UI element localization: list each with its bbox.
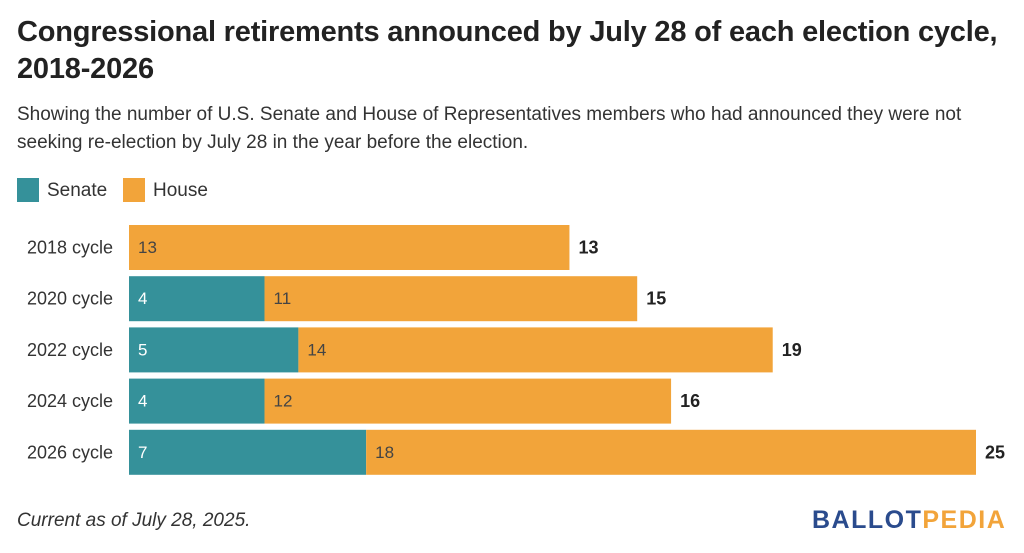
data-label-house: 11: [274, 289, 292, 308]
ballotpedia-logo: BALLOTPEDIA: [812, 506, 1012, 538]
total-label: 25: [985, 442, 1005, 462]
total-label: 19: [782, 340, 802, 360]
data-label-house: 12: [274, 392, 293, 411]
bar-senate: [129, 276, 265, 322]
footer-note: Current as of July 28, 2025.: [17, 510, 251, 531]
data-label-senate: 7: [138, 443, 147, 462]
data-label-senate: 4: [138, 289, 147, 308]
bar-house: [264, 378, 672, 424]
legend-swatch-house: [123, 178, 145, 202]
bar-house: [366, 429, 976, 475]
bar-senate: [129, 378, 265, 424]
data-label-house: 14: [307, 340, 326, 359]
bar-senate: [129, 429, 367, 475]
legend-label-house: House: [153, 180, 208, 201]
bar-chart: 2018 cycle 13 13 2020 cycle 4 11 15 2022 cycle 5…: [27, 225, 1005, 475]
data-label-senate: 4: [138, 392, 147, 411]
category-label: 2026 cycle: [27, 442, 113, 462]
data-label-house: 18: [375, 443, 394, 462]
category-label: 2024 cycle: [27, 391, 113, 411]
total-label: 16: [680, 391, 700, 411]
chart-subtitle: Showing the number of U.S. Senate and Ho…: [17, 104, 962, 153]
category-label: 2022 cycle: [27, 340, 113, 360]
legend-swatch-senate: [17, 178, 39, 202]
total-label: 13: [578, 238, 598, 258]
chart-title: Congressional retirements announced by J…: [17, 16, 998, 85]
category-label: 2018 cycle: [27, 238, 113, 258]
data-label-senate: 5: [138, 340, 147, 359]
legend-label-senate: Senate: [47, 180, 108, 201]
logo-part-ballot: BALLOT: [812, 506, 923, 534]
bar-house: [129, 225, 570, 270]
data-label-house: 13: [138, 238, 157, 257]
bar-house: [264, 276, 638, 322]
bar-house: [298, 327, 773, 373]
logo-part-pedia: PEDIA: [922, 506, 1007, 534]
bar-senate: [129, 327, 299, 373]
category-label: 2020 cycle: [27, 289, 113, 309]
total-label: 15: [646, 289, 666, 309]
